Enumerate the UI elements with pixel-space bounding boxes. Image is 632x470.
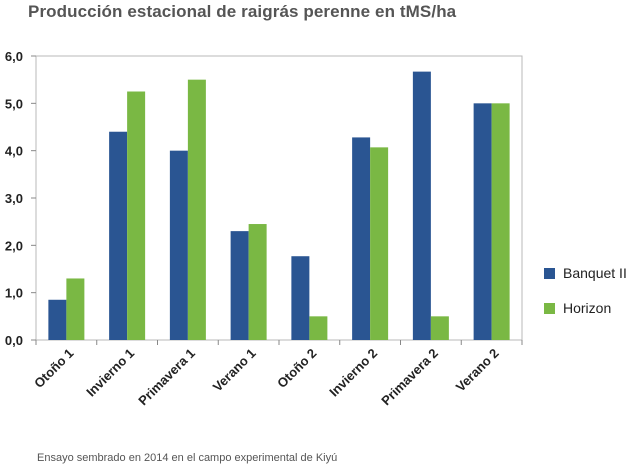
bar-series-1 — [48, 299, 67, 340]
plot-frame — [35, 55, 523, 341]
bars — [48, 71, 510, 341]
x-tick-label: Invierno 1 — [83, 346, 137, 400]
y-tick-label: 6,0 — [5, 49, 23, 64]
bar-series-1 — [109, 131, 128, 340]
bar-series-2 — [370, 147, 389, 340]
legend-swatch-series-1 — [544, 267, 555, 279]
y-tick-label: 2,0 — [5, 238, 23, 253]
axes — [31, 55, 523, 345]
legend-label-series-2: Horizon — [563, 300, 612, 316]
bar-series-2 — [187, 79, 206, 341]
x-tick-label: Verano 1 — [210, 346, 259, 395]
bar-series-2 — [309, 316, 328, 340]
bar-series-2 — [430, 316, 449, 340]
legend-item-series-2: Horizon — [544, 299, 627, 317]
x-tick-label: Verano 2 — [453, 346, 502, 395]
bar-series-1 — [352, 137, 371, 340]
x-tick-label: Invierno 2 — [326, 346, 380, 400]
y-tick-label: 5,0 — [5, 96, 23, 111]
x-tick-label: Primavera 1 — [135, 346, 198, 409]
legend-item-series-1: Banquet II — [544, 264, 627, 282]
legend: Banquet II Horizon — [544, 264, 627, 334]
bar-series-1 — [291, 256, 310, 340]
x-tick-label: Otoño 2 — [274, 346, 319, 391]
y-tick-label: 3,0 — [5, 191, 23, 206]
bar-series-2 — [248, 224, 267, 340]
bar-series-2 — [127, 91, 146, 340]
x-tick-label: Primavera 2 — [378, 346, 441, 409]
bar-series-1 — [169, 150, 188, 340]
bar-series-2 — [66, 278, 85, 340]
y-tick-label: 4,0 — [5, 144, 23, 159]
bar-series-2 — [491, 103, 510, 340]
y-tick-label: 1,0 — [5, 286, 23, 301]
bar-series-1 — [230, 231, 249, 340]
bar-series-1 — [412, 71, 431, 341]
legend-label-series-1: Banquet II — [563, 265, 627, 281]
y-tick-label: 0,0 — [5, 333, 23, 348]
footnote: Ensayo sembrado en 2014 en el campo expe… — [37, 452, 338, 464]
x-tick-label: Otoño 1 — [31, 346, 76, 391]
bar-series-1 — [473, 103, 492, 340]
legend-swatch-series-2 — [544, 302, 555, 314]
chart-title: Producción estacional de raigrás perenne… — [28, 2, 457, 21]
